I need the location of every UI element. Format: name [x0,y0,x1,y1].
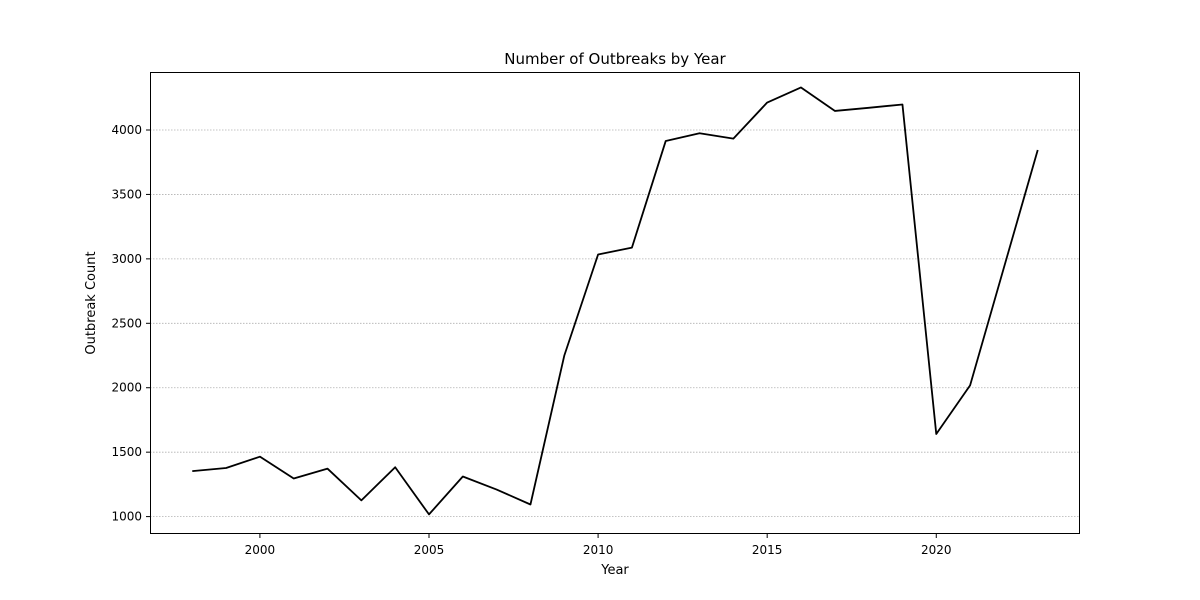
x-tick-label: 2010 [583,543,614,557]
y-tick-label: 1000 [111,510,142,524]
x-axis-label: Year [600,563,629,578]
y-tick-label: 3000 [111,252,142,266]
y-axis-label: Outbreak Count [84,251,99,354]
x-tick-label: 2015 [752,543,783,557]
x-tick-label: 2005 [414,543,445,557]
axis-ticks: 1000 1500 2000 2500 3000 3500 4000 2000 2005 2010… [111,123,951,557]
grid-lines [150,129,1080,518]
series-layer [192,86,1039,516]
series-line [192,86,1039,516]
y-tick-label: 4000 [111,123,142,137]
y-tick-label: 2500 [111,316,142,330]
chart-title: Number of Outbreaks by Year [504,50,726,68]
plot-area-frame [150,72,1080,534]
y-tick-label: 1500 [111,445,142,459]
y-tick-label: 2000 [111,381,142,395]
x-tick-label: 2000 [245,543,276,557]
y-tick-label: 3500 [111,187,142,201]
x-tick-label: 2020 [921,543,952,557]
